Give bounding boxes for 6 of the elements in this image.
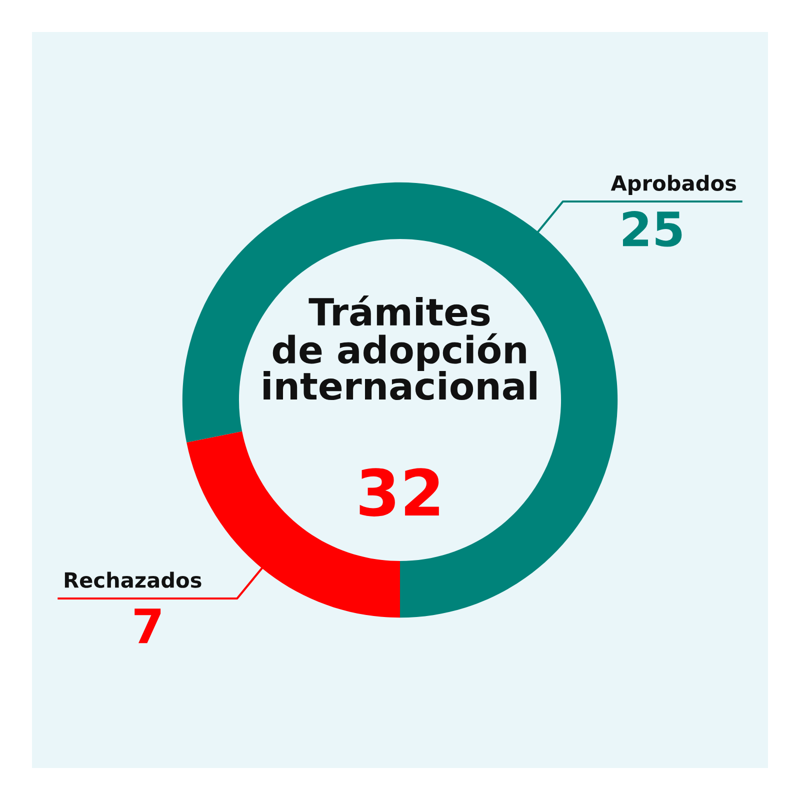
text: Trámites de adopción internacional xyxy=(264,295,536,400)
text: 32 xyxy=(360,468,439,516)
data-label: 7 xyxy=(134,608,161,644)
data-label: 25 xyxy=(622,211,682,247)
slice-label: Rechazados xyxy=(64,572,202,588)
slice-label: Aprobados xyxy=(610,174,736,195)
